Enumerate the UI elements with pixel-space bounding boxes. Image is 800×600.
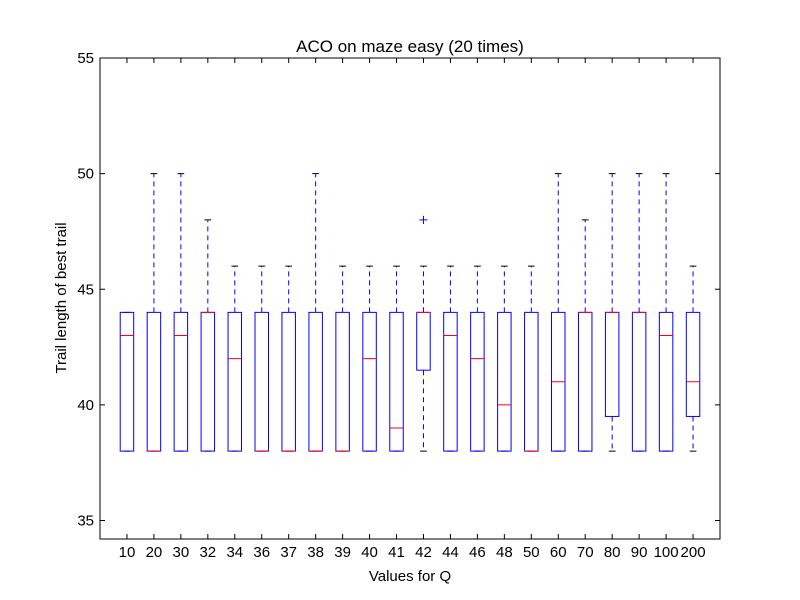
box-body	[362, 311, 377, 452]
box-group	[146, 173, 162, 452]
x-tick-label: 39	[334, 544, 351, 561]
x-tick-label: 44	[442, 544, 459, 561]
box-body	[308, 311, 323, 452]
box-group	[308, 173, 323, 452]
y-tick-label: 45	[77, 281, 94, 298]
box-group	[173, 173, 189, 452]
box-body	[335, 311, 350, 452]
box-group	[227, 265, 243, 452]
box-group	[200, 219, 216, 452]
x-tick-label: 36	[253, 544, 270, 561]
box-group	[604, 173, 620, 452]
box-group	[443, 265, 458, 452]
x-tick-label: 38	[307, 544, 324, 561]
x-tick-label: 40	[361, 544, 378, 561]
x-tick-label: 80	[604, 544, 621, 561]
box-body	[443, 311, 458, 452]
box-group	[497, 265, 512, 452]
box-body	[470, 311, 485, 452]
box-group	[551, 173, 566, 452]
box-body	[227, 311, 243, 452]
box-group	[119, 311, 135, 452]
box-group	[658, 173, 674, 452]
x-tick-label: 42	[415, 544, 432, 561]
x-tick-label: 20	[146, 544, 163, 561]
x-tick-label: 46	[469, 544, 486, 561]
x-tick-label: 100	[654, 544, 679, 561]
box-body	[685, 311, 701, 417]
y-tick-label: 40	[77, 397, 94, 414]
box-body	[254, 311, 269, 452]
box-group	[577, 219, 593, 452]
x-tick-label: 50	[523, 544, 540, 561]
x-tick-label: 60	[550, 544, 567, 561]
x-tick-label: 48	[496, 544, 513, 561]
box-group	[389, 265, 404, 452]
box-body	[173, 311, 189, 452]
box-body	[497, 311, 512, 452]
y-tick-label: 55	[77, 50, 94, 67]
box-body	[119, 311, 135, 452]
x-tick-label: 41	[388, 544, 405, 561]
box-body	[577, 311, 593, 452]
box-group	[335, 265, 350, 452]
x-tick-label: 37	[280, 544, 297, 561]
y-tick-label: 35	[77, 513, 94, 530]
chart-title: ACO on maze easy (20 times)	[296, 37, 524, 56]
x-tick-label: 10	[119, 544, 136, 561]
flier-marker	[419, 215, 428, 224]
box-group	[524, 265, 539, 452]
plot-frame	[99, 57, 721, 540]
box-group	[470, 265, 485, 452]
ticks-layer: 10 20 30 32 34 36 37 38 39 40 41 42 44 46 48 50 60 70 80 90…	[77, 50, 720, 561]
box-body	[389, 311, 404, 452]
box-body	[281, 311, 296, 452]
x-tick-label: 32	[199, 544, 216, 561]
x-tick-label: 90	[631, 544, 648, 561]
box-body	[200, 311, 216, 452]
box-body	[658, 311, 674, 452]
box-body	[146, 311, 162, 452]
box-body	[416, 311, 431, 371]
box-group	[631, 173, 647, 452]
y-axis-label: Trail length of best trail	[53, 222, 70, 373]
x-axis-label: Values for Q	[369, 568, 451, 585]
box-group	[254, 265, 269, 452]
boxes-layer	[119, 173, 701, 452]
box-group	[362, 265, 377, 452]
x-tick-label: 200	[681, 544, 706, 561]
box-group	[281, 265, 296, 452]
box-group	[416, 215, 431, 452]
x-tick-label: 30	[173, 544, 190, 561]
box-body	[524, 311, 539, 452]
box-body	[604, 311, 620, 417]
x-tick-label: 70	[577, 544, 594, 561]
y-tick-label: 50	[77, 166, 94, 183]
x-tick-label: 34	[226, 544, 243, 561]
box-body	[631, 311, 647, 452]
box-group	[685, 265, 701, 452]
